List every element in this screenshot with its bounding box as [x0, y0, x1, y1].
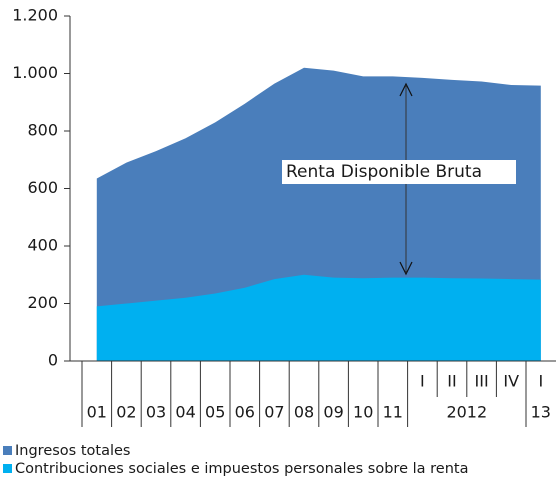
x-tick-label: 03: [146, 403, 166, 422]
x-tick-label: 05: [205, 403, 225, 422]
y-tick-label: 200: [27, 293, 58, 312]
x-tick-label: 10: [353, 403, 373, 422]
x-tick-label: 09: [323, 403, 343, 422]
x-tick-label: III: [475, 372, 489, 391]
legend-swatch: [3, 446, 12, 455]
x-tick-label: 01: [87, 403, 107, 422]
x-tick-label: I: [420, 372, 425, 391]
x-tick-label: 08: [294, 403, 314, 422]
y-tick-label: 800: [27, 121, 58, 140]
x-tick-label: 04: [175, 403, 195, 422]
x-group-label: 2012: [446, 403, 487, 422]
y-tick-label: 400: [27, 236, 58, 255]
annotation-box: [282, 160, 516, 184]
x-tick-label: 06: [235, 403, 255, 422]
x-tick-label: 11: [383, 403, 403, 422]
x-tick-label: 07: [264, 403, 284, 422]
arrow-heads: [399, 82, 413, 276]
x-tick-label: 02: [116, 403, 136, 422]
y-tick-label: 600: [27, 178, 58, 197]
y-tick-label: 1.000: [12, 63, 58, 82]
x-tick-label: I: [538, 372, 543, 391]
x-tick-label: IV: [503, 372, 519, 391]
legend-swatch: [3, 464, 12, 473]
legend-label: Ingresos totales: [15, 443, 130, 459]
x-group-label: 13: [531, 403, 551, 422]
legend-label: Contribuciones sociales e impuestos pers…: [15, 461, 468, 477]
x-tick-label: II: [447, 372, 456, 391]
annotation: Renta Disponible Bruta: [286, 162, 482, 182]
areas: [96, 67, 541, 361]
y-tick-label: 0: [48, 351, 58, 370]
y-tick-label: 1.200: [12, 6, 58, 25]
area: [96, 274, 541, 361]
